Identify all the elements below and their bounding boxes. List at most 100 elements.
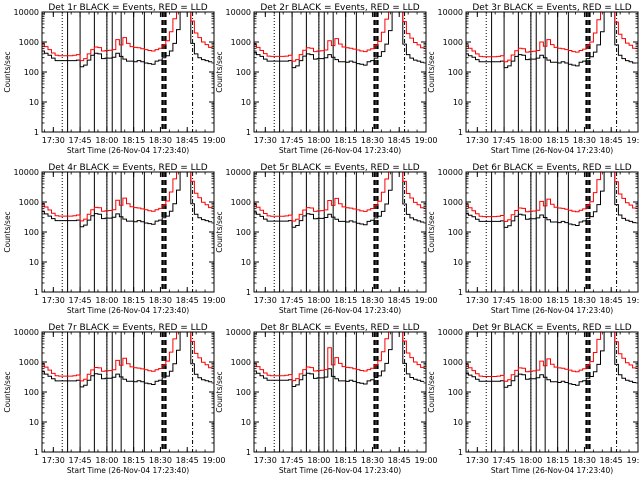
- series-line-lld: [42, 332, 213, 382]
- y-tick-label: 100: [24, 228, 39, 237]
- x-tick-label: 17:30: [254, 456, 277, 465]
- y-axis-label: Counts/sec: [3, 371, 12, 412]
- y-tick-label: 10: [453, 418, 463, 427]
- panel-title: Det 7r BLACK = Events, RED = LLD: [48, 323, 207, 333]
- series-line-events: [466, 172, 637, 228]
- x-tick-label: 19:00: [202, 296, 225, 305]
- x-tick-label: 18:30: [149, 456, 172, 465]
- x-tick-label: 18:15: [334, 456, 357, 465]
- x-tick-label: 18:15: [122, 296, 145, 305]
- x-axis-label: Start Time (26-Nov-04 17:23:40): [279, 466, 401, 475]
- panel-1: Det 1r BLACK = Events, RED = LLD 1 10 100 10…: [3, 3, 226, 155]
- x-tick-label: 19:00: [626, 296, 640, 305]
- series-line-events: [254, 172, 425, 228]
- x-tick-label: 18:45: [176, 456, 199, 465]
- y-tick-label: 10: [29, 258, 39, 267]
- panel-title: Det 8r BLACK = Events, RED = LLD: [260, 323, 419, 333]
- x-tick-label: 19:00: [202, 456, 225, 465]
- y-tick-label: 100: [24, 68, 39, 77]
- x-tick-label: 18:45: [600, 296, 623, 305]
- vertical-markers: [273, 12, 406, 132]
- y-tick-label: 10: [453, 98, 463, 107]
- x-axis-label: Start Time (26-Nov-04 17:23:40): [67, 466, 189, 475]
- x-tick-label: 18:00: [519, 136, 542, 145]
- x-tick-label: 17:45: [69, 136, 92, 145]
- y-tick-label: 10000: [14, 168, 39, 177]
- panel-2: Det 2r BLACK = Events, RED = LLD 1 10 100 10…: [215, 3, 438, 155]
- y-tick-label: 10: [29, 418, 39, 427]
- x-tick-label: 17:30: [254, 136, 277, 145]
- y-axis-label: Counts/sec: [3, 211, 12, 252]
- x-tick-label: 17:30: [254, 296, 277, 305]
- vertical-markers: [61, 172, 194, 292]
- y-tick-label: 1000: [231, 198, 251, 207]
- y-tick-label: 1000: [443, 358, 463, 367]
- series-group: [466, 12, 637, 69]
- x-tick-label: 18:00: [519, 296, 542, 305]
- x-tick-label: 17:30: [42, 456, 65, 465]
- series-group: [466, 172, 637, 228]
- x-tick-label: 18:00: [307, 456, 330, 465]
- vertical-markers: [61, 12, 194, 132]
- panel-6: Det 6r BLACK = Events, RED = LLD 1 10 100 10…: [427, 163, 640, 315]
- x-tick-label: 19:00: [626, 456, 640, 465]
- series-group: [42, 332, 213, 388]
- x-tick-label: 18:30: [149, 296, 172, 305]
- y-axis-label: Counts/sec: [215, 211, 224, 252]
- x-tick-label: 19:00: [414, 296, 437, 305]
- x-tick-label: 18:30: [149, 136, 172, 145]
- y-tick-label: 1: [34, 128, 39, 137]
- x-tick-label: 17:30: [466, 136, 489, 145]
- y-tick-label: 1: [246, 128, 251, 137]
- y-tick-label: 100: [448, 228, 463, 237]
- y-axis-label: Counts/sec: [3, 51, 12, 92]
- x-axis-label: Start Time (26-Nov-04 17:23:40): [491, 146, 613, 155]
- y-tick-label: 1000: [443, 198, 463, 207]
- panel-3: Det 3r BLACK = Events, RED = LLD 1 10 100 10…: [427, 3, 640, 155]
- panel-5: Det 5r BLACK = Events, RED = LLD 1 10 100 10…: [215, 163, 438, 315]
- panel-8: Det 8r BLACK = Events, RED = LLD 1 10 100 10…: [215, 323, 438, 475]
- y-axis-label: Counts/sec: [427, 51, 436, 92]
- y-tick-label: 10000: [14, 328, 39, 337]
- x-tick-label: 19:00: [414, 456, 437, 465]
- series-line-lld: [254, 172, 425, 222]
- series-line-events: [466, 332, 637, 388]
- x-tick-label: 18:15: [546, 296, 569, 305]
- y-tick-label: 100: [24, 388, 39, 397]
- series-line-events: [254, 332, 425, 387]
- x-tick-label: 18:00: [307, 296, 330, 305]
- x-axis-label: Start Time (26-Nov-04 17:23:40): [491, 466, 613, 475]
- x-tick-label: 18:45: [388, 136, 411, 145]
- x-tick-label: 19:00: [626, 136, 640, 145]
- panel-title: Det 1r BLACK = Events, RED = LLD: [48, 3, 207, 13]
- series-line-events: [42, 332, 213, 388]
- series-group: [254, 332, 425, 387]
- y-tick-label: 1000: [231, 38, 251, 47]
- x-tick-label: 18:00: [95, 296, 118, 305]
- vertical-markers: [485, 332, 618, 452]
- y-tick-label: 100: [236, 68, 251, 77]
- x-tick-label: 17:45: [493, 296, 516, 305]
- y-tick-label: 10000: [226, 168, 251, 177]
- x-tick-label: 18:00: [307, 136, 330, 145]
- panel-title: Det 3r BLACK = Events, RED = LLD: [472, 3, 631, 13]
- x-tick-label: 17:30: [42, 296, 65, 305]
- x-tick-label: 17:30: [42, 136, 65, 145]
- x-tick-label: 18:00: [95, 456, 118, 465]
- y-tick-label: 1: [458, 288, 463, 297]
- series-line-lld: [254, 12, 425, 62]
- panel-title: Det 6r BLACK = Events, RED = LLD: [472, 163, 631, 173]
- y-tick-label: 10: [241, 258, 251, 267]
- x-tick-label: 18:45: [388, 456, 411, 465]
- y-tick-label: 10: [453, 258, 463, 267]
- x-tick-label: 17:45: [281, 136, 304, 145]
- y-tick-label: 100: [236, 228, 251, 237]
- y-tick-label: 10000: [14, 8, 39, 17]
- x-tick-label: 17:45: [69, 456, 92, 465]
- y-tick-label: 10000: [438, 8, 463, 17]
- x-tick-label: 17:45: [281, 296, 304, 305]
- x-tick-label: 18:45: [176, 136, 199, 145]
- y-tick-label: 1: [458, 448, 463, 457]
- x-tick-label: 17:45: [493, 136, 516, 145]
